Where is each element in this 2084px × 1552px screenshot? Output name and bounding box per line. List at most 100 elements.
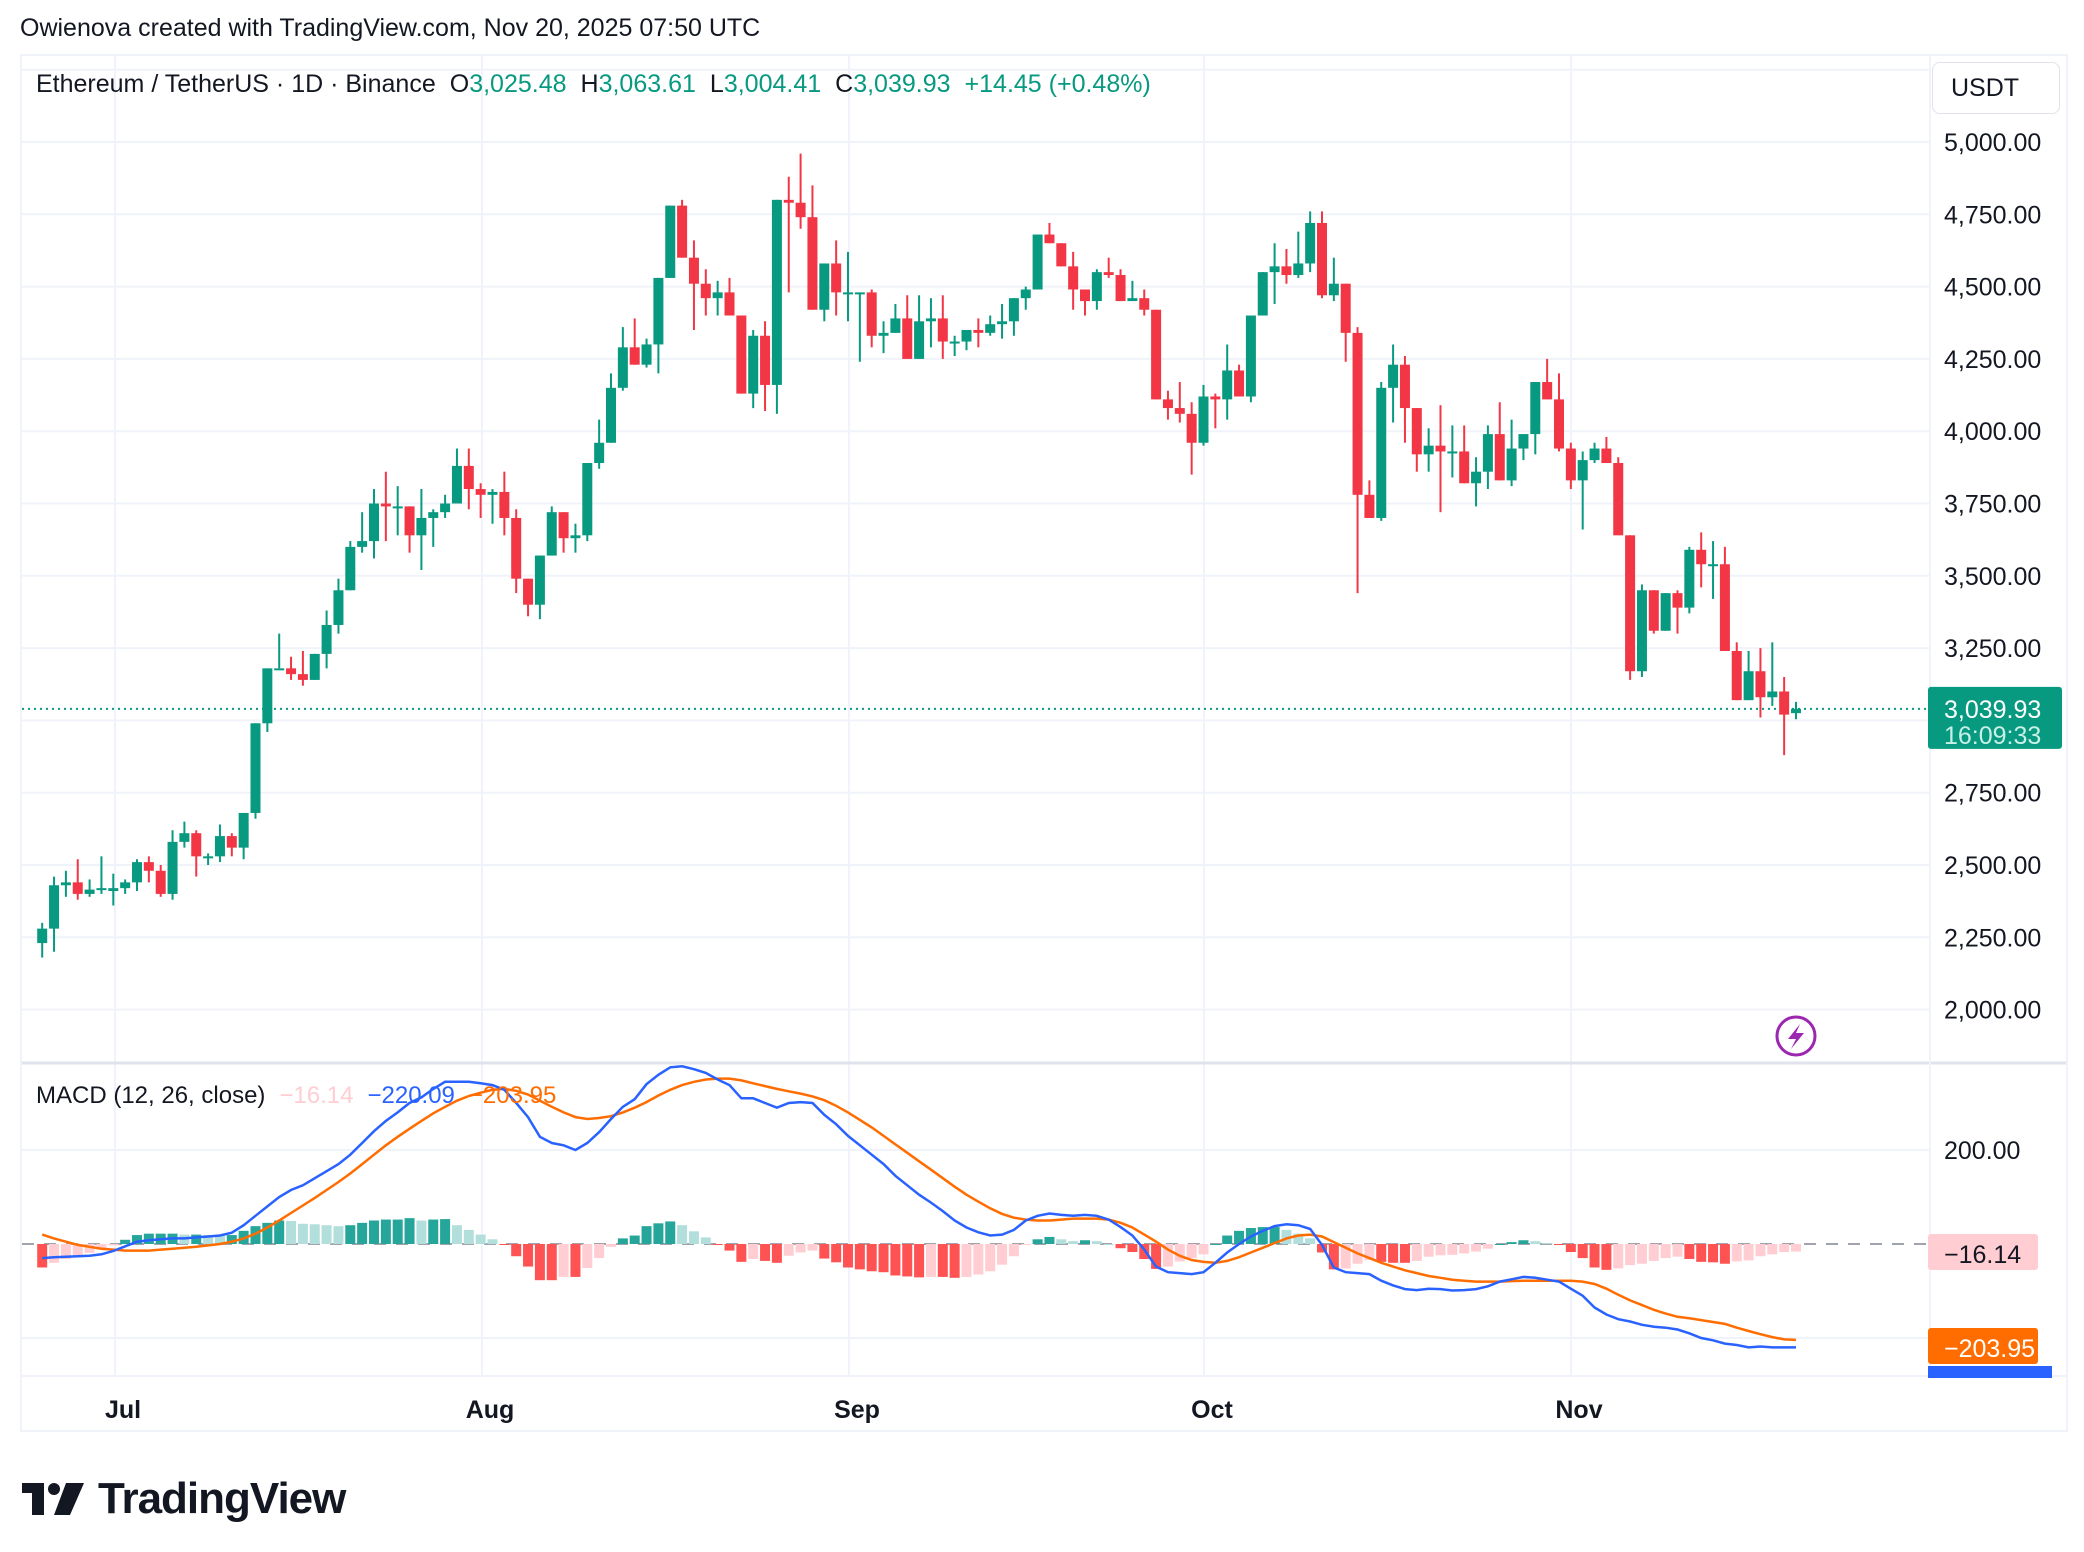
candle[interactable] [1245,315,1256,403]
candle[interactable] [1352,327,1363,594]
candle[interactable] [1115,269,1126,302]
candle[interactable] [1044,222,1055,244]
candle[interactable] [736,315,747,394]
candle[interactable] [1340,283,1351,362]
candle[interactable] [1056,243,1067,267]
candle[interactable] [487,489,498,524]
candle[interactable] [1257,272,1268,316]
candle[interactable] [392,486,403,536]
candle[interactable] [665,205,676,278]
candle[interactable] [203,853,214,865]
candle[interactable] [167,830,178,900]
candle[interactable] [1636,584,1647,678]
candle[interactable] [1068,251,1079,310]
candle[interactable] [357,512,368,553]
candle[interactable] [1091,269,1102,310]
candle[interactable] [369,489,379,559]
candle[interactable] [1198,384,1209,446]
candle[interactable] [511,509,522,594]
candle[interactable] [606,373,616,443]
candle[interactable] [1672,590,1683,634]
candle[interactable] [191,830,202,877]
candle[interactable] [333,578,344,634]
candle[interactable] [688,240,699,330]
candle[interactable] [582,463,593,542]
candle[interactable] [250,723,261,819]
candle[interactable] [440,494,451,518]
candle[interactable] [1305,211,1316,273]
candle[interactable] [226,833,237,857]
candle[interactable] [854,292,865,362]
candle[interactable] [700,269,711,316]
candle[interactable] [653,277,664,374]
candle[interactable] [1542,358,1553,400]
candle[interactable] [831,240,842,316]
candle[interactable] [1103,257,1114,278]
candle[interactable] [96,856,107,894]
candle[interactable] [629,318,640,365]
lightning-icon[interactable] [1775,1015,1817,1057]
candle[interactable] [1791,701,1801,720]
candle[interactable] [843,251,853,322]
candle[interactable] [925,298,936,348]
candle[interactable] [997,303,1008,339]
candle[interactable] [878,321,889,354]
candle[interactable] [949,335,960,357]
candle[interactable] [132,859,142,892]
candle[interactable] [428,509,439,547]
symbol-name[interactable]: Ethereum / TetherUS · 1D · Binance [36,70,436,98]
candle[interactable] [1008,298,1019,336]
candle[interactable] [1767,642,1778,706]
candle[interactable] [1127,280,1138,302]
candle[interactable] [463,448,474,510]
candle[interactable] [594,419,605,469]
candle[interactable] [475,483,486,518]
candle[interactable] [523,578,534,617]
candle[interactable] [321,610,332,669]
candle[interactable] [1162,390,1173,420]
candle[interactable] [286,656,297,680]
candle[interactable] [724,277,735,316]
symbol-legend[interactable]: Ethereum / TetherUS · 1D · Binance O 3,02… [36,70,1151,99]
candle[interactable] [1518,434,1529,461]
candle[interactable] [1565,442,1576,490]
candle[interactable] [1554,373,1564,452]
currency-button[interactable]: USDT [1932,62,2060,114]
candle[interactable] [902,295,913,359]
candle[interactable] [214,824,225,863]
candle[interactable] [1388,344,1399,423]
candle[interactable] [1364,480,1375,518]
candle[interactable] [1328,257,1339,302]
candle[interactable] [262,668,273,732]
candle[interactable] [973,318,984,348]
candle[interactable] [677,199,688,258]
candle[interactable] [1139,289,1150,316]
candle[interactable] [60,870,71,897]
candle[interactable] [1411,408,1422,472]
candle[interactable] [1174,382,1185,423]
candle[interactable] [155,865,166,897]
candle[interactable] [937,295,948,359]
candle[interactable] [961,329,972,351]
candle[interactable] [819,263,830,322]
candle[interactable] [1482,425,1493,490]
candle[interactable] [297,650,308,686]
candle[interactable] [1151,309,1162,400]
candle[interactable] [1601,436,1612,464]
candle[interactable] [1293,231,1304,278]
candle[interactable] [1530,382,1541,455]
candle[interactable] [1684,546,1695,614]
candle[interactable] [558,512,569,553]
candle[interactable] [274,633,285,671]
candle[interactable] [1020,286,1031,310]
candle[interactable] [546,506,557,556]
candle[interactable] [345,541,356,591]
candle[interactable] [1613,457,1624,536]
candle[interactable] [309,653,320,680]
candle[interactable] [1269,243,1280,304]
macd-legend[interactable]: MACD (12, 26, close) −16.14 −220.09 −203.95 [36,1082,556,1110]
candle[interactable] [617,327,628,391]
candle[interactable] [1234,364,1245,397]
candle[interactable] [1719,546,1730,651]
